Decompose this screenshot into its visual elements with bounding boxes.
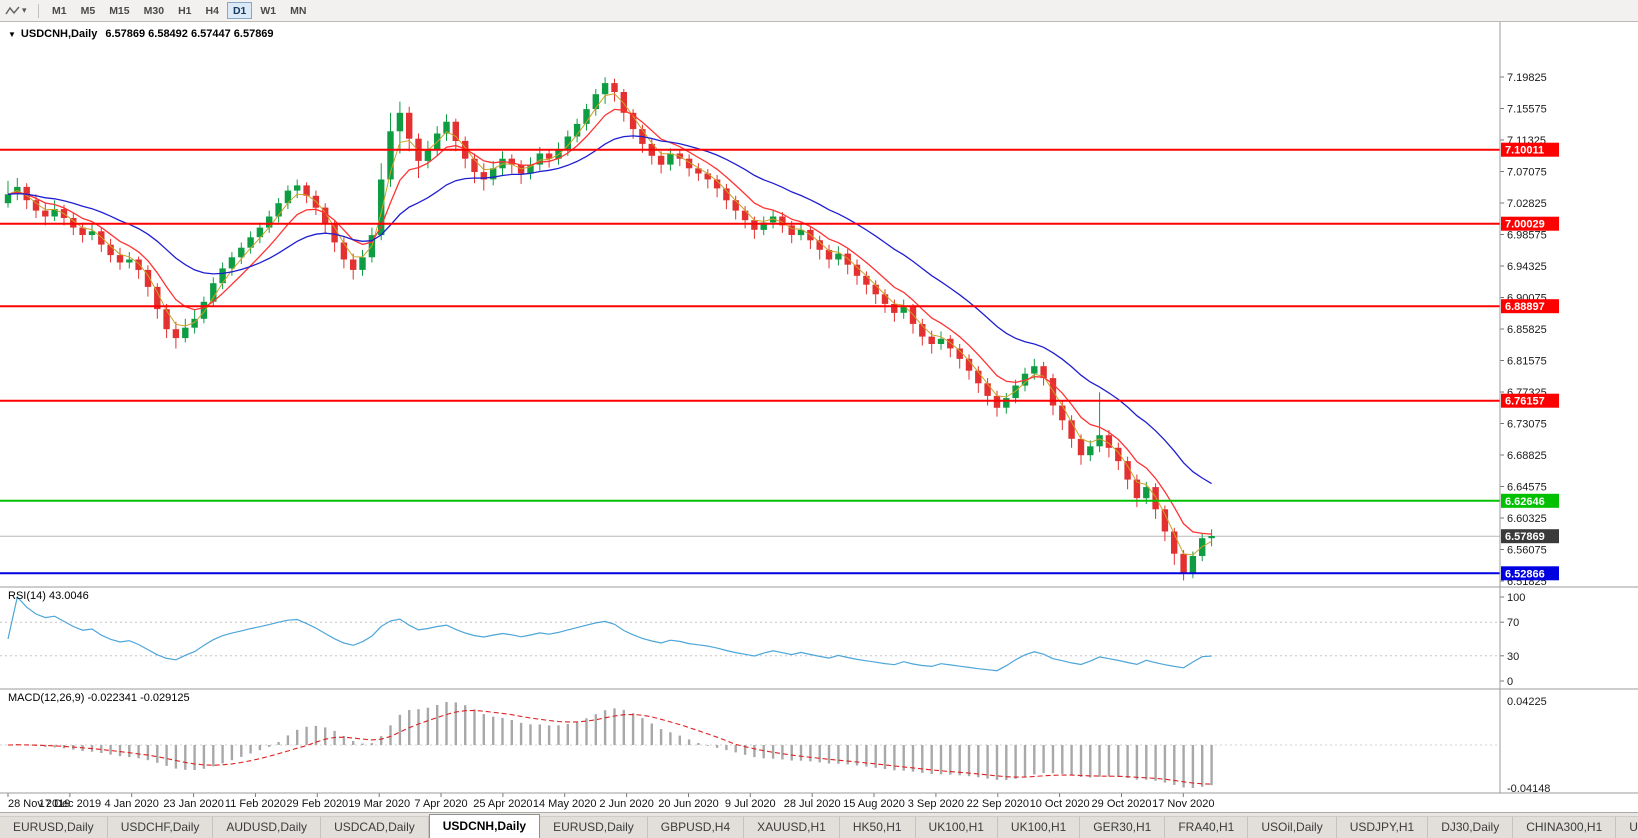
rsi-pane[interactable]: 100 70 30 0: [0, 592, 1525, 688]
svg-text:15 Aug 2020: 15 Aug 2020: [843, 798, 905, 810]
svg-text:17 Dec 2019: 17 Dec 2019: [39, 798, 101, 810]
toolbar: ▾ M1 M5 M15 M30 H1 H4 D1 W1 MN: [0, 0, 1638, 22]
chevron-down-icon[interactable]: ▾: [22, 5, 27, 15]
svg-text:3 Sep 2020: 3 Sep 2020: [908, 798, 964, 810]
timeframe-button-m1[interactable]: M1: [46, 2, 73, 19]
svg-text:6.64575: 6.64575: [1507, 482, 1547, 494]
svg-text:30: 30: [1507, 651, 1519, 663]
svg-text:14 May 2020: 14 May 2020: [533, 798, 597, 810]
chart-tab-hk50-h1[interactable]: HK50,H1: [839, 816, 916, 838]
svg-text:7.15575: 7.15575: [1507, 104, 1547, 116]
chart-tab-dj30-daily[interactable]: DJ30,Daily: [1428, 816, 1514, 838]
timeframe-button-d1[interactable]: D1: [226, 2, 253, 19]
chart-tab-usdjpy-h1[interactable]: USDJPY,H1: [1336, 816, 1429, 838]
svg-text:28 Jul 2020: 28 Jul 2020: [784, 798, 841, 810]
svg-text:6.73075: 6.73075: [1507, 419, 1547, 431]
svg-text:22 Sep 2020: 22 Sep 2020: [967, 798, 1029, 810]
svg-text:6.62646: 6.62646: [1505, 496, 1545, 508]
rsi-label: RSI(14) 43.0046: [8, 590, 89, 602]
svg-text:19 Mar 2020: 19 Mar 2020: [348, 798, 410, 810]
svg-text:4 Jan 2020: 4 Jan 2020: [104, 798, 158, 810]
chart-tab-fra40-h1[interactable]: FRA40,H1: [1165, 816, 1249, 838]
chart-tab-usoil-h1[interactable]: USOil,H1: [1616, 816, 1638, 838]
svg-text:70: 70: [1507, 617, 1519, 629]
timeframe-button-w1[interactable]: W1: [254, 2, 282, 19]
chart-canvas[interactable]: 100 70 30 0 0.04225 -0.04148 7.19825 7.15575 7.1…: [0, 22, 1638, 812]
svg-text:6.88897: 6.88897: [1505, 301, 1545, 313]
chart-tab-eurusd-daily[interactable]: EURUSD,Daily: [0, 816, 108, 838]
chart-tab-ger30-h1[interactable]: GER30,H1: [1080, 816, 1166, 838]
chart-tab-uk100-h1[interactable]: UK100,H1: [997, 816, 1081, 838]
chart-tab-xauusd-h1[interactable]: XAUUSD,H1: [744, 816, 840, 838]
window-menu-icon[interactable]: ▼: [8, 30, 16, 39]
timeframe-button-m15[interactable]: M15: [103, 2, 135, 19]
timeframe-button-m5[interactable]: M5: [75, 2, 102, 19]
svg-text:6.81575: 6.81575: [1507, 356, 1547, 368]
toolbar-separator: [38, 3, 39, 18]
svg-text:29 Feb 2020: 29 Feb 2020: [286, 798, 348, 810]
chart-symbol-title: USDCNH,Daily: [20, 28, 98, 40]
svg-text:0: 0: [1507, 676, 1513, 688]
svg-text:6.52866: 6.52866: [1505, 568, 1545, 580]
svg-text:28 Nov 2019: 28 Nov 2019: [8, 798, 70, 810]
chart-window[interactable]: 100 70 30 0 0.04225 -0.04148 7.19825 7.15575 7.1…: [0, 22, 1638, 812]
timeframe-button-mn[interactable]: MN: [284, 2, 312, 19]
svg-text:9 Jul 2020: 9 Jul 2020: [725, 798, 776, 810]
chart-tab-bar: EURUSD,Daily USDCHF,Daily AUDUSD,Daily USDC…: [0, 812, 1638, 838]
chart-ohlc-values: 6.57869 6.58492 6.57447 6.57869: [105, 28, 274, 40]
svg-text:29 Oct 2020: 29 Oct 2020: [1092, 798, 1152, 810]
svg-text:7.19825: 7.19825: [1507, 72, 1547, 84]
svg-text:7.00029: 7.00029: [1505, 219, 1545, 231]
svg-text:100: 100: [1507, 592, 1525, 604]
line-studies-icon[interactable]: [4, 3, 22, 19]
timeframe-button-h1[interactable]: H1: [172, 2, 197, 19]
svg-text:6.76157: 6.76157: [1505, 396, 1545, 408]
chart-tab-uk100-h1[interactable]: UK100,H1: [915, 816, 998, 838]
svg-text:6.56075: 6.56075: [1507, 545, 1547, 557]
svg-text:17 Nov 2020: 17 Nov 2020: [1152, 798, 1214, 810]
chart-tab-eurusd-daily[interactable]: EURUSD,Daily: [540, 816, 648, 838]
svg-text:6.98575: 6.98575: [1507, 230, 1547, 242]
timeframe-button-h4[interactable]: H4: [200, 2, 225, 19]
svg-text:20 Jun 2020: 20 Jun 2020: [658, 798, 719, 810]
svg-text:7.10011: 7.10011: [1505, 145, 1544, 157]
svg-text:2 Jun 2020: 2 Jun 2020: [599, 798, 653, 810]
chart-tab-usoil-daily[interactable]: USOil,Daily: [1248, 816, 1337, 838]
svg-text:6.68825: 6.68825: [1507, 450, 1547, 462]
chart-tab-usdcnh-daily[interactable]: USDCNH,Daily: [428, 814, 541, 838]
svg-text:7 Apr 2020: 7 Apr 2020: [414, 798, 467, 810]
svg-text:7.07075: 7.07075: [1507, 167, 1547, 179]
timeframe-group: M1 M5 M15 M30 H1 H4 D1 W1 MN: [45, 2, 313, 19]
chart-tab-usdchf-daily[interactable]: USDCHF,Daily: [107, 816, 214, 838]
svg-text:6.57869: 6.57869: [1505, 531, 1545, 543]
svg-text:10 Oct 2020: 10 Oct 2020: [1030, 798, 1090, 810]
price-pane[interactable]: [0, 77, 1500, 581]
macd-pane[interactable]: 0.04225 -0.04148: [0, 696, 1550, 795]
timeframe-button-m30[interactable]: M30: [138, 2, 170, 19]
svg-text:23 Jan 2020: 23 Jan 2020: [163, 798, 224, 810]
svg-text:6.60325: 6.60325: [1507, 513, 1547, 525]
chart-title: ▼ USDCNH,Daily 6.57869 6.58492 6.57447 6.5…: [8, 28, 274, 40]
svg-text:25 Apr 2020: 25 Apr 2020: [473, 798, 532, 810]
svg-text:0.04225: 0.04225: [1507, 696, 1547, 708]
chart-tab-china300-h1[interactable]: CHINA300,H1: [1513, 816, 1617, 838]
svg-text:-0.04148: -0.04148: [1507, 783, 1550, 795]
svg-text:7.02825: 7.02825: [1507, 198, 1547, 210]
svg-text:6.94325: 6.94325: [1507, 261, 1547, 273]
svg-text:11 Feb 2020: 11 Feb 2020: [225, 798, 286, 810]
svg-text:6.85825: 6.85825: [1507, 324, 1547, 336]
chart-tab-gbpusd-h4[interactable]: GBPUSD,H4: [647, 816, 745, 838]
price-scale[interactable]: 7.198257.155757.113257.070757.028256.985…: [1500, 72, 1559, 588]
chart-tab-usdcad-daily[interactable]: USDCAD,Daily: [321, 816, 429, 838]
macd-label: MACD(12,26,9) -0.022341 -0.029125: [8, 692, 190, 704]
chart-tab-audusd-daily[interactable]: AUDUSD,Daily: [213, 816, 322, 838]
